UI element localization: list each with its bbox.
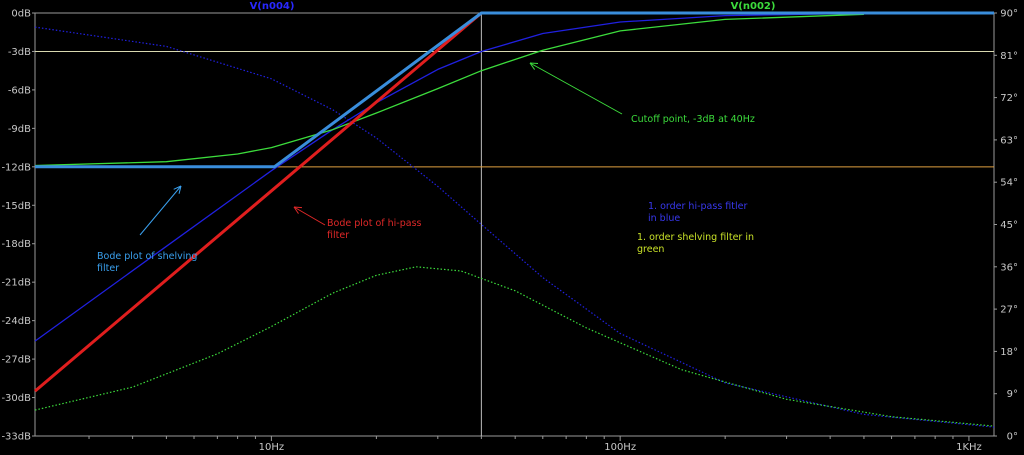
x-tick-label: 100Hz — [604, 442, 636, 453]
y-right-tick-label: 72° — [1000, 93, 1018, 104]
y-tick-label: -33dB — [1, 432, 31, 443]
x-tick-label: 10Hz — [259, 442, 285, 453]
y-right-tick-label: 45° — [1000, 220, 1018, 231]
trace-label-v-n002: V(n002) — [731, 1, 776, 12]
y-right-tick-label: 0° — [1007, 432, 1018, 443]
shelving-bode-note-line: filter — [97, 263, 119, 274]
shelving-note-arrow-head-b — [173, 185, 182, 190]
y-tick-label: -18dB — [1, 239, 31, 250]
green-legend-note-line: green — [637, 244, 664, 255]
y-right-tick-label: 9° — [1007, 389, 1018, 400]
hipass-note-arrow-head-b — [293, 206, 299, 214]
cutoff-note-arrow-head-b — [529, 62, 536, 70]
cutoff-note-line: Cutoff point, -3dB at 40Hz — [631, 114, 755, 125]
blue-legend-note: 1. order hi-pass fitler in blue — [648, 201, 747, 224]
y-right-tick-label: 63° — [1000, 135, 1018, 146]
hipass-bode-note-line: filter — [327, 230, 349, 241]
y-tick-label: -24dB — [1, 316, 31, 327]
y-tick-label: -21dB — [1, 278, 31, 289]
shelving-note-arrow-head-a — [178, 185, 182, 194]
shelving-note-arrow — [139, 185, 182, 236]
cutoff-note-arrow — [529, 62, 623, 115]
hipass-bode-note: Bode plot of hi-pass filter — [327, 218, 422, 241]
y-right-tick-label: 81° — [1000, 51, 1018, 62]
y-right-tick-label: 18° — [1000, 347, 1018, 358]
hipass-note-arrow — [293, 206, 326, 226]
green-legend-note: 1. order shelving filter in green — [637, 232, 754, 255]
green-legend-note-line: 1. order shelving filter in — [637, 232, 754, 243]
series-hipass-phase — [34, 26, 995, 428]
y-tick-label: -9dB — [8, 124, 31, 135]
y-tick-label: -12dB — [1, 162, 31, 173]
x-tick-label: 1KHz — [956, 442, 982, 453]
y-tick-label: -6dB — [8, 85, 31, 96]
blue-legend-note-line: 1. order hi-pass fitler — [648, 201, 747, 212]
y-tick-label: -27dB — [1, 355, 31, 366]
series-shelving-magnitude — [34, 13, 864, 167]
y-tick-label: 0dB — [11, 9, 31, 20]
series-hipass-magnitude — [34, 12, 995, 342]
hipass-bode-note-line: Bode plot of hi-pass — [327, 218, 422, 229]
y-right-tick-label: 90° — [1000, 9, 1018, 20]
cutoff-note: Cutoff point, -3dB at 40Hz — [631, 114, 755, 125]
y-right-tick-label: 36° — [1000, 262, 1018, 273]
hipass-note-arrow-head-a — [293, 206, 303, 209]
series-bode-shelving-asymptote — [35, 11, 994, 169]
y-tick-label: -30dB — [1, 393, 31, 404]
shelving-bode-note: Bode plot of shelving filter — [97, 251, 197, 274]
y-right-tick-label: 54° — [1000, 178, 1018, 189]
y-tick-label: -15dB — [1, 201, 31, 212]
y-right-tick-label: 27° — [1000, 305, 1018, 316]
y-tick-label: -3dB — [8, 47, 31, 58]
shelving-bode-note-line: Bode plot of shelving — [97, 251, 197, 262]
blue-legend-note-line: in blue — [648, 213, 680, 224]
trace-label-v-n004: V(n004) — [250, 1, 295, 12]
